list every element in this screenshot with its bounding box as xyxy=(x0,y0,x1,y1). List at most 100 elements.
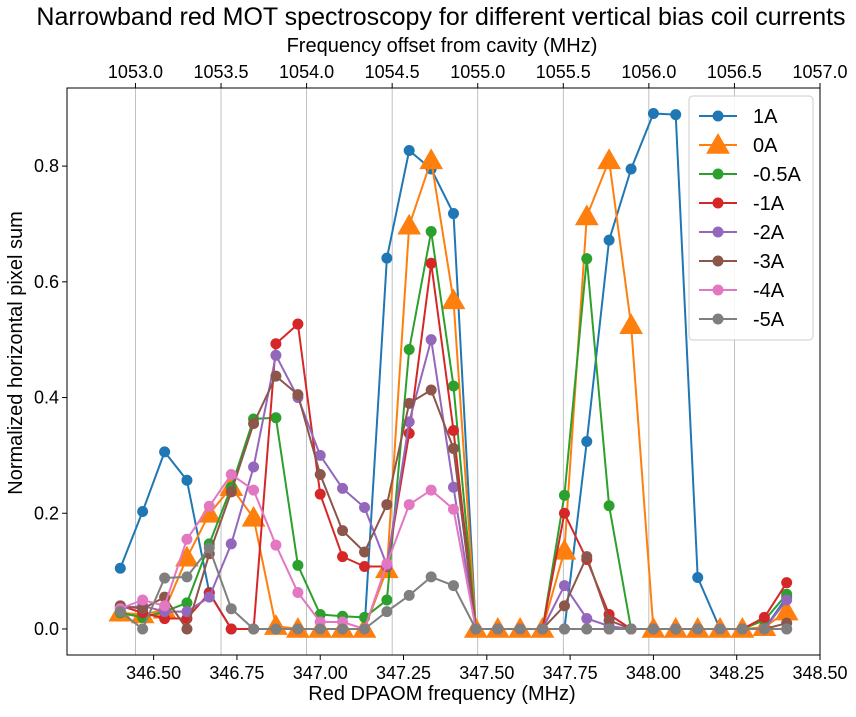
data-point xyxy=(425,334,437,346)
y-tick-label: 0.8 xyxy=(34,156,59,176)
y-tick-label: 0.4 xyxy=(34,388,59,408)
x-tick-label: 347.75 xyxy=(543,663,598,683)
data-point xyxy=(381,252,393,264)
data-point xyxy=(781,577,793,589)
legend-entry: 1A xyxy=(699,106,778,128)
data-point xyxy=(114,606,126,618)
data-point xyxy=(159,600,171,612)
x-tick-label: 346.75 xyxy=(209,663,264,683)
data-point xyxy=(692,571,704,583)
data-point xyxy=(381,499,393,511)
legend-label: -3A xyxy=(753,251,785,273)
data-point xyxy=(574,204,599,226)
x-tick-label: 347.00 xyxy=(293,663,348,683)
data-point xyxy=(558,623,570,635)
data-point xyxy=(670,623,682,635)
top-tick-label: 1054.5 xyxy=(365,62,420,82)
top-tick-label: 1053.0 xyxy=(108,62,163,82)
series-layer xyxy=(108,107,799,638)
legend-label: -4A xyxy=(753,280,785,302)
legend-box xyxy=(688,95,814,341)
data-point xyxy=(447,208,459,220)
data-point xyxy=(181,533,193,545)
data-point xyxy=(359,546,371,558)
top-tick-label: 1057.0 xyxy=(792,62,847,82)
data-point xyxy=(619,313,643,334)
data-point xyxy=(403,144,415,156)
data-point xyxy=(137,623,149,635)
data-point xyxy=(248,461,260,473)
data-point xyxy=(403,499,415,511)
legend-entry: -0.5A xyxy=(699,164,801,186)
legend-marker xyxy=(712,197,724,209)
y-tick-label: 0.2 xyxy=(34,503,59,523)
legend-marker xyxy=(712,168,724,180)
y-tick-label: 0.6 xyxy=(34,272,59,292)
data-point xyxy=(447,380,459,392)
data-point xyxy=(159,572,171,584)
top-tick-label: 1056.5 xyxy=(707,62,762,82)
data-point xyxy=(137,506,149,518)
data-point xyxy=(403,427,415,439)
data-point xyxy=(758,623,770,635)
data-point xyxy=(359,501,371,513)
x-tick-label: 348.50 xyxy=(792,663,847,683)
data-point xyxy=(337,482,349,494)
data-point xyxy=(225,623,237,635)
data-point xyxy=(536,623,548,635)
data-point xyxy=(114,562,126,574)
legend-label: 1A xyxy=(753,106,778,128)
legend-label: 0A xyxy=(753,135,778,157)
data-point xyxy=(514,623,526,635)
data-point xyxy=(447,580,459,592)
legend-marker xyxy=(706,132,730,154)
data-point xyxy=(603,500,615,512)
data-point xyxy=(270,370,282,382)
data-point xyxy=(381,606,393,618)
data-point xyxy=(425,484,437,496)
legend-marker xyxy=(712,226,724,238)
data-point xyxy=(625,623,637,635)
top-tick-label: 1055.5 xyxy=(536,62,591,82)
legend-label: -5A xyxy=(753,309,785,331)
data-point xyxy=(181,571,193,583)
data-point xyxy=(248,484,260,496)
data-point xyxy=(270,338,282,350)
data-point xyxy=(558,600,570,612)
data-point xyxy=(381,594,393,606)
top-tick-label: 1056.0 xyxy=(621,62,676,82)
data-point xyxy=(470,623,482,635)
data-point xyxy=(714,623,726,635)
data-point xyxy=(292,623,304,635)
x-tick-label: 347.50 xyxy=(459,663,514,683)
data-point xyxy=(292,318,304,330)
data-point xyxy=(203,591,215,603)
data-point xyxy=(137,594,149,606)
data-point xyxy=(558,580,570,592)
legend-label: -1A xyxy=(753,193,785,215)
data-point xyxy=(603,234,615,246)
data-point xyxy=(647,623,659,635)
legend-marker xyxy=(712,284,724,296)
data-point xyxy=(581,253,593,265)
data-point xyxy=(625,163,637,175)
data-point xyxy=(241,505,266,527)
data-point xyxy=(758,611,770,623)
series-line xyxy=(119,112,788,630)
data-point xyxy=(248,418,260,430)
data-point xyxy=(270,349,282,361)
data-point xyxy=(425,225,437,237)
y-tick-label: 0.0 xyxy=(34,619,59,639)
data-point xyxy=(419,148,444,170)
data-point xyxy=(337,623,349,635)
data-point xyxy=(781,594,793,606)
x-tick-label: 347.25 xyxy=(376,663,431,683)
data-point xyxy=(447,442,459,454)
legend-entry: 0A xyxy=(699,132,778,157)
data-point xyxy=(337,551,349,563)
data-point xyxy=(225,538,237,550)
data-point xyxy=(425,257,437,269)
data-point xyxy=(425,384,437,396)
data-point xyxy=(447,425,459,437)
